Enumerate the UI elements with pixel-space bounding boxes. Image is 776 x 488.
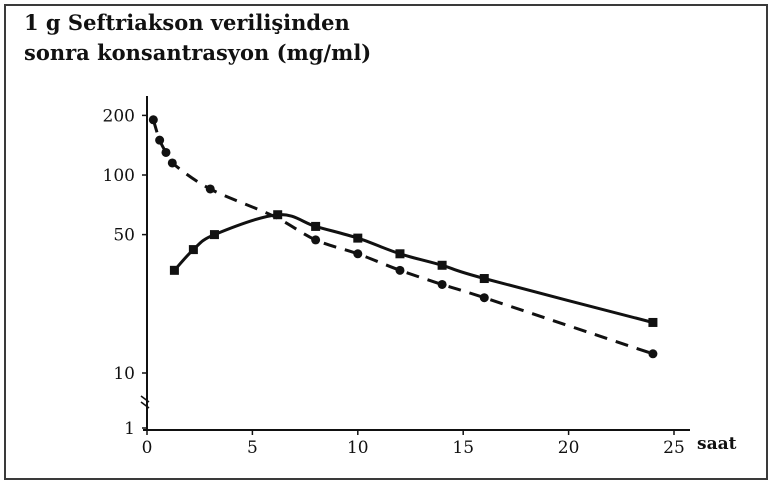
- series-1-point-0: [148, 115, 158, 125]
- series-1-line: [151, 119, 654, 356]
- series-1-point-7: [353, 249, 363, 259]
- chart-frame: [4, 4, 768, 480]
- series-1-point-3: [167, 158, 177, 168]
- chart-title: 1 g Seftriakson verilişinden sonra konsa…: [24, 8, 371, 68]
- series-1-point-6: [311, 235, 321, 245]
- chart-title-line-1: 1 g Seftriakson verilişinden: [24, 10, 350, 35]
- series-2-point-4: [311, 221, 321, 231]
- x-tick-label-25: 25: [663, 438, 685, 458]
- series-2-point-8: [479, 274, 489, 284]
- y-tick-label-10: 10: [113, 364, 135, 384]
- series-2-point-9: [648, 317, 658, 327]
- axis-break-mark: [140, 395, 150, 409]
- x-tick-label-20: 20: [558, 438, 580, 458]
- series-1-point-2: [161, 147, 171, 157]
- y-tick-label-100: 100: [103, 166, 135, 186]
- series-2-point-1: [188, 245, 198, 255]
- series-2-point-6: [395, 249, 405, 259]
- x-tick-label-5: 5: [247, 438, 258, 458]
- series-2-point-0: [169, 265, 179, 275]
- series-2-point-5: [353, 233, 363, 243]
- series-1-point-1: [155, 135, 165, 145]
- chart-title-line-2: sonra konsantrasyon (mg/ml): [24, 40, 372, 65]
- series-2-point-7: [437, 260, 447, 270]
- series-2-point-2: [209, 230, 219, 240]
- y-tick-label-200: 200: [103, 106, 135, 126]
- series-1-point-4: [205, 184, 215, 194]
- series-2-line: [173, 213, 654, 324]
- series-1-point-8: [395, 265, 405, 275]
- series-1-point-9: [437, 279, 447, 289]
- x-axis-unit-label: saat: [697, 434, 737, 454]
- series-1-point-11: [648, 349, 658, 359]
- x-tick-label-10: 10: [347, 438, 369, 458]
- x-tick-label-0: 0: [142, 438, 153, 458]
- series-1-point-10: [479, 293, 489, 303]
- x-tick-label-15: 15: [452, 438, 474, 458]
- y-tick-label-1: 1: [124, 419, 135, 439]
- chart-series: [148, 115, 658, 359]
- chart-tick-labels: 1 10 50 100 200 0 5 10 15 20 25: [103, 106, 685, 458]
- series-2-point-3: [273, 210, 283, 220]
- y-tick-label-50: 50: [113, 226, 135, 246]
- chart-axes: [140, 96, 690, 435]
